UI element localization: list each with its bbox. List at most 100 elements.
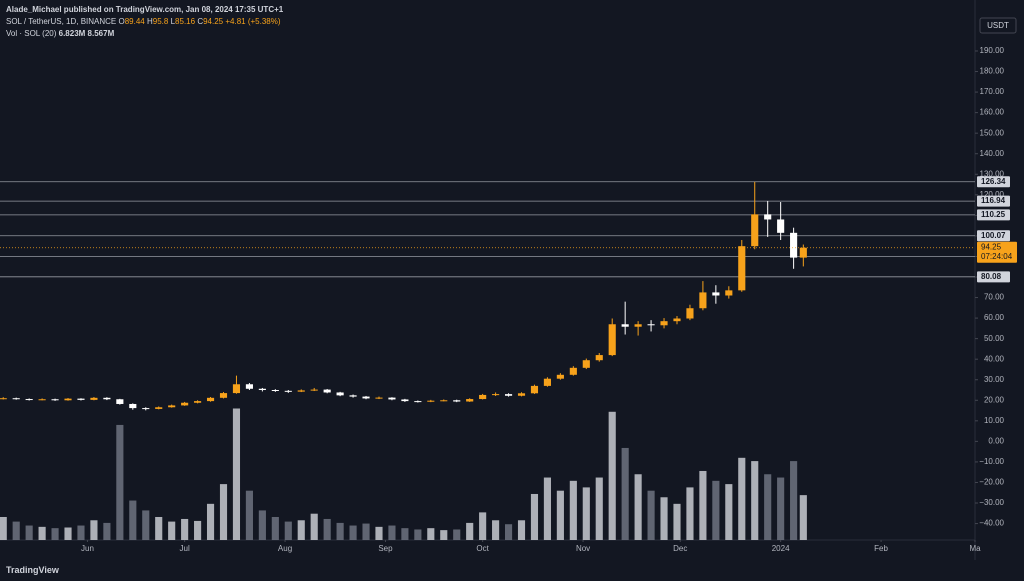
- candle-body: [103, 397, 111, 400]
- volume-bar: [699, 470, 707, 540]
- volume-bar: [414, 529, 422, 540]
- volume-bar: [25, 525, 33, 540]
- candle-body: [751, 214, 759, 247]
- candle-body: [310, 389, 318, 391]
- candle-body: [504, 394, 513, 396]
- y-tick-label: 40.00: [984, 354, 1005, 363]
- ohlc-value: 85.16: [175, 17, 196, 26]
- volume-bar: [712, 480, 720, 540]
- volume-bar: [738, 457, 746, 540]
- volume-bar: [219, 484, 228, 540]
- volume-bar: [777, 477, 785, 540]
- candle-body: [194, 401, 202, 403]
- y-tick-label: 140.00: [980, 149, 1005, 158]
- candle-body: [25, 399, 33, 401]
- volume-bar: [634, 474, 642, 540]
- volume-line: Vol · SOL (20) 6.823M 8.567M: [6, 28, 283, 40]
- volume-title: Vol · SOL (20): [6, 29, 57, 38]
- volume-bar: [155, 516, 163, 540]
- volume-bar: [427, 528, 435, 540]
- candle-body: [336, 392, 344, 396]
- level-label-box: [977, 230, 1010, 242]
- candle-body: [90, 397, 98, 400]
- y-tick-label: −20.00: [979, 478, 1004, 487]
- candle-body: [168, 405, 176, 408]
- candle-body: [517, 393, 526, 396]
- volume-bar: [647, 490, 655, 540]
- volume-bar: [608, 411, 616, 540]
- candle-body: [595, 355, 603, 361]
- volume-ma: 8.567M: [87, 29, 115, 38]
- volume-bar: [504, 524, 513, 540]
- candle-body: [142, 408, 150, 410]
- candle-body: [245, 384, 253, 389]
- candle-body: [271, 390, 279, 392]
- y-tick-label: 70.00: [984, 293, 1005, 302]
- candle-body: [453, 400, 461, 402]
- level-label: 116.94: [981, 196, 1006, 205]
- volume-bar: [349, 525, 357, 540]
- volume-bar: [12, 521, 20, 540]
- symbol: SOL / TetherUS, 1D, BINANCE: [6, 17, 117, 26]
- candle-body: [284, 390, 292, 392]
- candle-body: [219, 393, 228, 398]
- ohlc-letter: O: [118, 17, 125, 26]
- currency-box[interactable]: [979, 17, 1017, 34]
- volume-bar: [362, 523, 370, 540]
- volume-bar: [479, 512, 487, 540]
- x-tick-label: Jul: [180, 544, 190, 553]
- y-tick-label: −30.00: [979, 498, 1004, 507]
- volume-bar: [323, 518, 331, 540]
- y-tick-label: 120.00: [980, 190, 1005, 199]
- volume-bar: [64, 527, 72, 540]
- volume-bar: [725, 484, 733, 540]
- candle-body: [323, 389, 331, 393]
- y-tick-label: 10.00: [984, 416, 1005, 425]
- candle-body: [297, 390, 305, 392]
- level-label: 100.07: [981, 231, 1006, 240]
- candle-body: [621, 324, 629, 327]
- volume-bar: [401, 528, 409, 540]
- candle-body: [414, 401, 422, 403]
- y-tick-label: 50.00: [984, 334, 1005, 343]
- candle-body: [77, 398, 85, 400]
- volume-bar: [517, 520, 526, 540]
- ohlc-value: 94.25: [203, 17, 224, 26]
- ohlc-letter: H: [147, 17, 153, 26]
- candle-body: [206, 397, 215, 402]
- y-tick-label: 170.00: [980, 87, 1005, 96]
- candle-body: [232, 384, 241, 394]
- candle-body: [660, 321, 668, 326]
- candle-body: [699, 292, 707, 309]
- volume-bar: [206, 503, 215, 540]
- y-tick-label: 150.00: [980, 128, 1005, 137]
- volume-bar: [38, 526, 46, 540]
- volume-value: 6.823M: [58, 29, 86, 38]
- level-label-box: [977, 271, 1010, 283]
- volume-bar: [595, 477, 603, 540]
- volume-bar: [799, 495, 807, 540]
- candle-body: [673, 318, 681, 322]
- level-label: 110.25: [981, 210, 1006, 219]
- x-tick-label: Jun: [81, 544, 94, 553]
- currency: USDT: [987, 21, 1009, 30]
- volume-bar: [388, 525, 396, 540]
- y-tick-label: 190.00: [980, 46, 1005, 55]
- volume-bar: [284, 521, 292, 540]
- volume-bar: [129, 500, 137, 540]
- ohlc-letter: L: [170, 17, 176, 26]
- candle-body: [427, 400, 435, 402]
- candle-body: [608, 324, 616, 356]
- volume-bar: [621, 447, 629, 540]
- candle-body: [116, 399, 124, 404]
- volume-bar: [453, 529, 461, 540]
- candle-body: [556, 374, 564, 379]
- candle-body: [362, 396, 370, 399]
- volume-bar: [310, 513, 318, 540]
- volume-bar: [790, 461, 798, 540]
- volume-bar: [492, 520, 500, 540]
- volume-bar: [686, 487, 694, 540]
- candle-body: [388, 397, 396, 400]
- ohlc-letter: C: [197, 17, 204, 26]
